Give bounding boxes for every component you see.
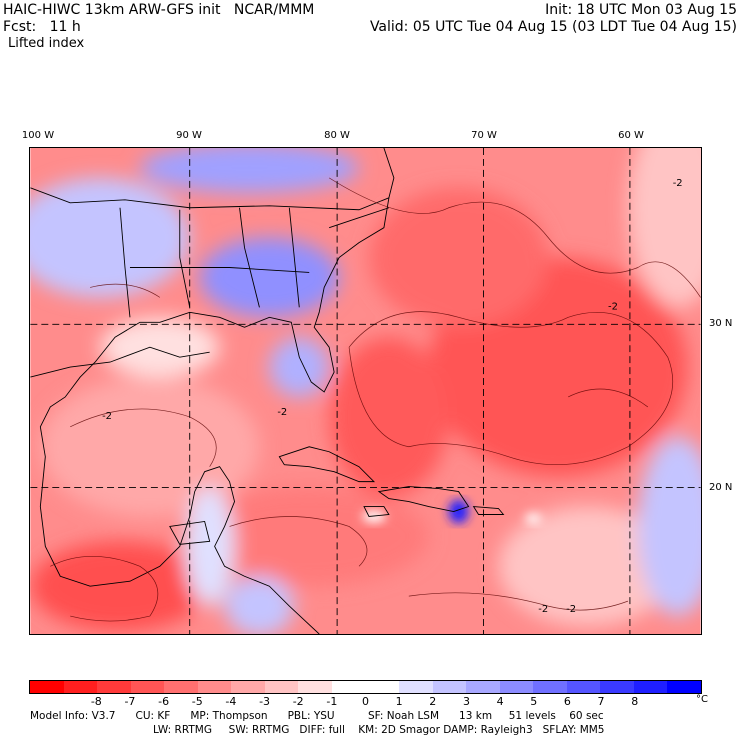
lon-label-90w: 90 W [176,130,202,141]
colorbar-tick-label: -1 [326,695,338,708]
lon-label-80w: 80 W [324,130,350,141]
colorbar-tick-label: -3 [259,695,271,708]
colorbar-swatch [197,681,232,693]
colorbar-swatch [667,681,701,693]
colorbar-tick-label: 7 [597,695,605,708]
colorbar-swatch [164,681,198,693]
graticule [30,148,701,634]
colorbar-swatch [600,681,634,693]
colorbar-swatch [566,681,601,693]
colorbar-swatch [331,681,366,693]
lon-label-60w: 60 W [618,130,644,141]
colorbar-swatch [432,681,467,693]
model-info-line1: Model Info: V3.7 CU: KF MP: Thompson PBL… [30,710,604,722]
colorbar-swatch [533,681,567,693]
contour-label: -2 [673,178,683,189]
field-name: Lifted index [8,36,85,51]
model-info-line2: LW: RRTMG SW: RRTMG DIFF: full KM: 2D Sm… [153,724,605,736]
lifted-index-map: -2 -2 -2 -2 -2 -2 [29,147,702,635]
colorbar-swatch [298,681,332,693]
colorbar-swatch [97,681,131,693]
colorbar-ticks: -8 -7 -6 -5 -4 -3 -2 -1 0 1 2 3 4 5 6 7 8 [29,694,702,708]
colorbar-tick-label: 3 [462,695,470,708]
colorbar-swatch [30,681,64,693]
colorbar-swatch [466,681,500,693]
init-time: Init: 18 UTC Mon 03 Aug 15 [545,2,737,18]
colorbar-tick-label: 0 [362,695,369,708]
colorbar-tick-label: 4 [496,695,504,708]
colorbar-swatch [63,681,98,693]
contour-label: -2 [102,411,112,422]
forecast-hour: Fcst: 11 h [3,19,81,35]
colorbar-tick-label: 1 [395,695,403,708]
coastlines [30,148,505,634]
lat-label-20n: 20 N [709,482,733,493]
contour-label: -2 [538,604,548,615]
contours [50,177,701,622]
contour-labels: -2 -2 -2 -2 -2 -2 [102,178,683,615]
colorbar-swatch [365,681,400,693]
colorbar-tick-label: -4 [225,695,237,708]
colorbar-tick-label: -6 [158,695,170,708]
colorbar-swatch [264,681,299,693]
valid-time: Valid: 05 UTC Tue 04 Aug 15 (03 LDT Tue … [369,19,737,35]
lon-label-100w: 100 W [21,130,55,141]
island-cells [362,499,542,524]
lat-label-30n: 30 N [709,318,733,329]
colorbar-unit: °C [696,694,708,705]
colorbar-tick-label: 8 [631,695,639,708]
colorbar-tick-label: -2 [292,695,304,708]
colorbar-tick-label: -5 [191,695,203,708]
colorbar-swatch [399,681,433,693]
colorbar-swatch [130,681,165,693]
colorbar-tick-label: 6 [563,695,571,708]
colorbar-swatch [499,681,534,693]
lon-label-70w: 70 W [471,130,497,141]
colorbar [29,680,702,694]
contour-label: -2 [277,407,287,418]
colorbar-swatch [231,681,265,693]
model-title: HAIC-HIWC 13km ARW-GFS init NCAR/MMM [3,2,315,18]
colorbar-tick-label: 2 [429,695,437,708]
field-shading [30,148,701,634]
contour-label: -2 [608,301,618,312]
colorbar-tick-label: 5 [530,695,538,708]
colorbar-swatch [633,681,668,693]
colorbar-tick-label: -8 [90,695,102,708]
colorbar-tick-label: -7 [124,695,136,708]
contour-label: -2 [566,604,576,615]
